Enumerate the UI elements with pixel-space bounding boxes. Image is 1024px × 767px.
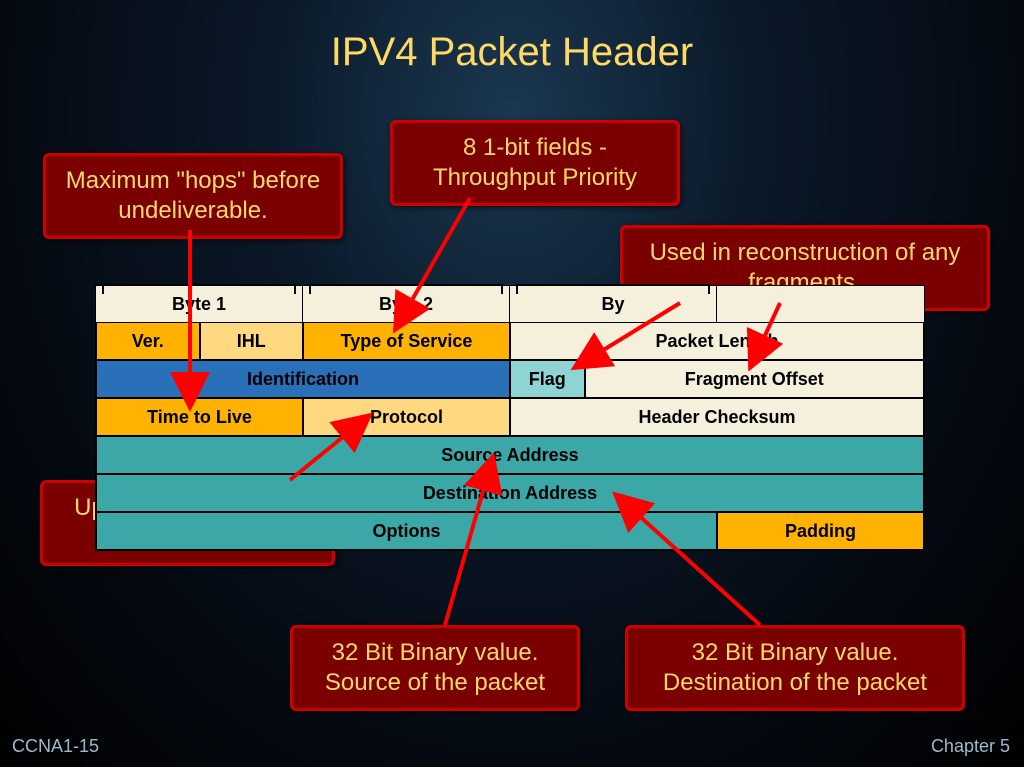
cell-proto: Protocol [303, 398, 510, 436]
row-6: Options Padding [96, 512, 924, 550]
callout-8bit: 8 1-bit fields - Throughput Priority [390, 120, 680, 206]
cell-ihl: IHL [200, 322, 304, 360]
cell-pktlen: Packet Length [510, 322, 924, 360]
row-2: Identification Flag Fragment Offset [96, 360, 924, 398]
callout-src: 32 Bit Binary value. Source of the packe… [290, 625, 580, 711]
callout-dst: 32 Bit Binary value. Destination of the … [625, 625, 965, 711]
cell-dstaddr: Destination Address [96, 474, 924, 512]
cell-ttl: Time to Live [96, 398, 303, 436]
row-4: Source Address [96, 436, 924, 474]
byte-header-4 [717, 286, 924, 322]
cell-ver: Ver. [96, 322, 200, 360]
footer-right: Chapter 5 [931, 736, 1010, 757]
cell-flag: Flag [510, 360, 585, 398]
cell-srcaddr: Source Address [96, 436, 924, 474]
packet-header-table: Byte 1 Byte 2 By Ver. IHL Type of Servic… [95, 285, 925, 551]
cell-padding: Padding [717, 512, 924, 550]
cell-frag: Fragment Offset [585, 360, 924, 398]
row-3: Time to Live Protocol Header Checksum [96, 398, 924, 436]
footer-left: CCNA1-15 [12, 736, 99, 757]
byte-header-1: Byte 1 [96, 286, 303, 322]
page-title: IPV4 Packet Header [0, 0, 1024, 75]
cell-tos: Type of Service [303, 322, 510, 360]
callout-hops: Maximum "hops" before undeliverable. [43, 153, 343, 239]
row-1: Ver. IHL Type of Service Packet Length [96, 322, 924, 360]
cell-options: Options [96, 512, 717, 550]
byte-header-2: Byte 2 [303, 286, 510, 322]
byte-header-row: Byte 1 Byte 2 By [96, 286, 924, 322]
row-5: Destination Address [96, 474, 924, 512]
cell-chksum: Header Checksum [510, 398, 924, 436]
byte-header-3: By [510, 286, 717, 322]
cell-ident: Identification [96, 360, 510, 398]
